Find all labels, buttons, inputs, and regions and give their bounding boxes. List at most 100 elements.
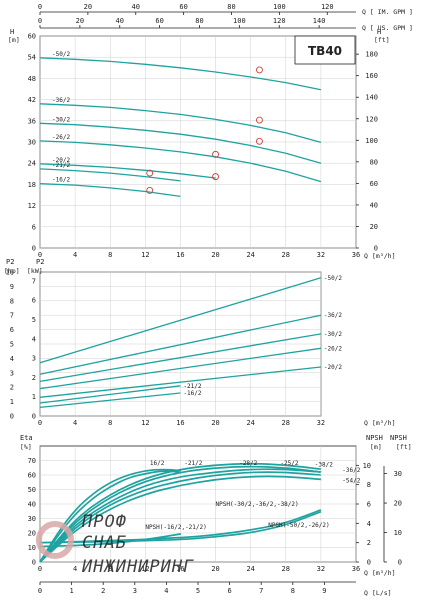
eff-x-tick: 32 — [317, 565, 325, 573]
head-curve-label: -21/2 — [52, 162, 70, 169]
npsh-m-tick: 10 — [363, 462, 371, 470]
eff-x-tick: 4 — [73, 565, 77, 573]
eta-x-unit: [m³/h] — [372, 569, 395, 577]
npsh-curve-label: NPSH(-16/2,-21/2) — [145, 524, 206, 531]
eff-x-tick: 28 — [282, 565, 290, 573]
head-y-tick: 6 — [32, 223, 36, 231]
imp-tick-label: 80 — [227, 3, 235, 11]
power-kw-tick: 3 — [32, 355, 36, 363]
power-curve-label: -16/2 — [183, 390, 201, 397]
eff-y-tick: 60 — [28, 472, 36, 480]
power-kw-tick: 0 — [32, 413, 36, 421]
watermark-line1: ПРОФ — [81, 512, 127, 532]
head-x-unit: [m³/h] — [372, 252, 395, 260]
npsh-ft-tick: 30 — [394, 470, 402, 478]
power-kw-title: P2 — [36, 258, 44, 266]
eff-y-tick: 30 — [28, 515, 36, 523]
power-hp-tick: 8 — [10, 297, 14, 305]
head-curve--21/2 — [39, 168, 181, 182]
power-x-tick: 32 — [317, 419, 325, 427]
imp-tick-label: 0 — [38, 3, 42, 11]
eff-y-tick: 40 — [28, 501, 36, 509]
head-curve-label: -30/2 — [52, 116, 70, 123]
head-y-tick: 18 — [28, 181, 36, 189]
power-curve--16/2 — [39, 392, 181, 409]
power-curve-label: -36/2 — [324, 312, 342, 319]
duty-point — [255, 116, 263, 124]
head-curves: -50/2 -36/2 -30/2 -26/2 -20/2-21/2 -16/2 — [39, 51, 322, 198]
us-tick-label: 100 — [233, 17, 246, 25]
power-x-tick: 4 — [73, 419, 77, 427]
eta-title: Eta — [20, 434, 33, 442]
head-y-tick: 36 — [28, 117, 36, 125]
eta-curve--25/2 — [39, 465, 322, 563]
head-right-unit: [ft] — [374, 36, 390, 44]
imp-tick-label: 120 — [321, 3, 334, 11]
eta-curve--28/2 — [39, 462, 322, 563]
head-panel: 0 4 8 12 16 20 24 28 32 3606121824303642485460020… — [8, 28, 395, 260]
head-left-unit: [m] — [8, 36, 20, 44]
model-label: TB40 — [308, 44, 342, 58]
head-curve-label: -26/2 — [52, 134, 70, 141]
npsh-m-title: NPSH — [366, 434, 383, 442]
eff-x-tick: 20 — [211, 565, 219, 573]
eta-unit: [%] — [20, 443, 32, 451]
power-curve-label: -30/2 — [324, 331, 342, 338]
head-x-tick: 4 — [73, 251, 77, 259]
power-left-title: P2 — [6, 258, 14, 266]
power-hp-tick: 2 — [10, 384, 14, 392]
power-kw-tick: 5 — [32, 316, 36, 324]
eff-x-tick: 12 — [141, 565, 149, 573]
eff-x-tick: 8 — [108, 565, 112, 573]
duty-point — [212, 173, 220, 181]
power-curve--20/2 — [39, 366, 321, 398]
duty-point — [146, 186, 154, 194]
eta-curve-label: -54/2 — [342, 477, 360, 484]
eff-x-tick: 16 — [176, 565, 184, 573]
imp-tick-label: 60 — [179, 3, 187, 11]
power-kw-tick: 1 — [32, 393, 36, 401]
head-grid: 0 4 8 12 16 20 24 28 32 3606121824303642485460020… — [28, 33, 378, 260]
power-x-tick: 16 — [176, 419, 184, 427]
eff-y-tick: 20 — [28, 530, 36, 538]
imp-tick-label: 40 — [132, 3, 140, 11]
power-hp-tick: 7 — [10, 312, 14, 320]
npsh-ft-tick: 10 — [394, 529, 402, 537]
eff-y-tick: 10 — [28, 544, 36, 552]
head-curve--16/2 — [39, 183, 181, 198]
head-x-title: Q — [364, 252, 368, 260]
power-curve--36/2 — [39, 314, 322, 375]
duty-point — [255, 66, 263, 74]
power-hp-tick: 3 — [10, 369, 14, 377]
head-left-title: H — [10, 28, 14, 36]
power-curve-label: -20/2 — [324, 364, 342, 371]
head-right-title: H — [377, 28, 381, 36]
eta-curve-label: -36/2 — [342, 467, 360, 474]
us-tick-label: 120 — [273, 17, 286, 25]
eta-curve-label: -28/2 — [239, 460, 257, 467]
efficiency-panel: 0 4 8 12 16 20 24 28 32 360 1 2 3 4 5 6 7 8 90102030405060… — [20, 434, 412, 597]
head-y-tick: 48 — [28, 75, 36, 83]
head-y-tick: 42 — [28, 96, 36, 104]
eta-x-title: Q — [364, 569, 368, 577]
npsh-ft-tick: 20 — [394, 500, 402, 508]
head-curve--26/2 — [39, 140, 322, 183]
head-x-tick: 28 — [282, 251, 290, 259]
top-axis-ticks: 0 20 40 60 80 100 120 0 20 40 60 80 100 120 140 — [38, 3, 334, 28]
top-flow-axes: 0 20 40 60 80 100 120 0 20 40 60 80 100 120 140 Q [ IM… — [38, 3, 413, 32]
eta-curve--36/2 — [39, 471, 322, 563]
head-curve-label: -20/2 — [52, 157, 70, 164]
eff-ls-tick: 7 — [259, 587, 263, 595]
power-kw-tick: 2 — [32, 374, 36, 382]
head-x-tick: 32 — [317, 251, 325, 259]
power-curve--30/2 — [39, 333, 322, 383]
watermark-line2: СНАБ — [82, 533, 127, 553]
power-kw-tick: 6 — [32, 297, 36, 305]
power-curve--50/2 — [39, 277, 322, 364]
eff-ls-tick: 0 — [38, 587, 42, 595]
eff-ls-tick: 1 — [69, 587, 73, 595]
eta-curve-label: -25/2 — [280, 460, 298, 467]
eff-x-tick: 24 — [246, 565, 254, 573]
